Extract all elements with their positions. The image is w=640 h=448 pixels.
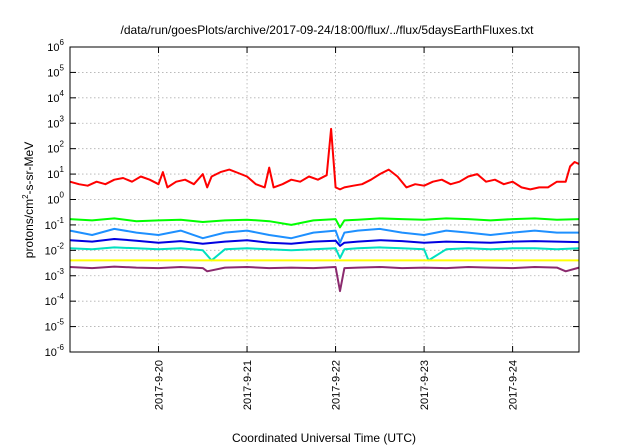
x-tick-label: 2017-9-21 xyxy=(242,360,254,410)
y-tick-label: 105 xyxy=(47,63,64,79)
y-tick-label: 10-2 xyxy=(45,241,65,257)
y-tick-label: 106 xyxy=(47,38,64,54)
series-line xyxy=(69,238,580,247)
y-tick-label: 101 xyxy=(47,165,64,181)
series-line xyxy=(69,246,580,262)
x-tick-label: 2017-9-24 xyxy=(508,360,520,410)
y-tick-label: 10-1 xyxy=(45,216,65,232)
y-tick-label: 10-3 xyxy=(45,267,65,283)
series-layer xyxy=(69,127,580,293)
x-tick-label: 2017-9-23 xyxy=(419,360,431,410)
y-tick-label: 104 xyxy=(47,89,64,105)
y-tick-labels: 10-6 10-5 10-4 10-3 10-2 10-1 100 101 102 103 104 1… xyxy=(45,38,65,359)
y-axis-label: protons/cm2-s-sr-MeV xyxy=(21,142,36,258)
ticks xyxy=(70,46,579,353)
y-tick-label: 10-4 xyxy=(45,292,65,308)
chart-title: /data/run/goesPlots/archive/2017-09-24/1… xyxy=(121,23,535,37)
y-tick-label: 100 xyxy=(47,191,64,207)
y-tick-label: 10-6 xyxy=(45,343,65,359)
x-tick-label: 2017-9-20 xyxy=(154,360,166,410)
series-line xyxy=(69,265,580,293)
x-axis-label: Coordinated Universal Time (UTC) xyxy=(232,431,416,445)
y-tick-label: 102 xyxy=(47,140,64,156)
series-line xyxy=(69,217,580,229)
x-tick-label: 2017-9-22 xyxy=(331,360,343,410)
y-tick-label: 10-5 xyxy=(45,318,65,334)
grid xyxy=(70,47,579,352)
x-tick-labels: 2017-9-20 2017-9-21 2017-9-22 2017-9-23 2017… xyxy=(154,360,520,410)
y-tick-label: 103 xyxy=(47,114,64,130)
series-line xyxy=(69,227,579,244)
series-line xyxy=(69,127,580,191)
